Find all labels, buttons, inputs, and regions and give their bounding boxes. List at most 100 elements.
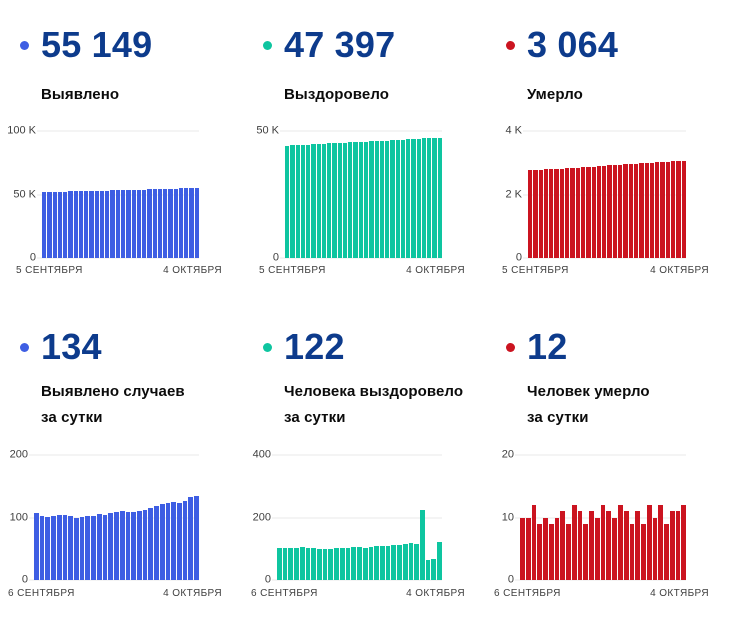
bar[interactable]: [543, 169, 549, 258]
bar[interactable]: [671, 161, 676, 258]
bar[interactable]: [649, 162, 655, 258]
bar[interactable]: [385, 140, 390, 258]
bar[interactable]: [351, 547, 357, 580]
bar[interactable]: [665, 161, 671, 258]
bar[interactable]: [120, 190, 126, 258]
bar[interactable]: [543, 517, 548, 580]
bar[interactable]: [114, 511, 119, 580]
bar[interactable]: [85, 515, 91, 580]
bar[interactable]: [285, 145, 290, 258]
bar[interactable]: [300, 144, 306, 258]
bar[interactable]: [554, 517, 560, 580]
bar[interactable]: [606, 511, 612, 580]
bar[interactable]: [639, 163, 644, 258]
bar[interactable]: [589, 511, 594, 580]
bar[interactable]: [600, 505, 606, 580]
bar[interactable]: [194, 496, 199, 580]
bar[interactable]: [171, 501, 176, 580]
bar[interactable]: [119, 511, 125, 580]
bar[interactable]: [299, 547, 305, 580]
bar[interactable]: [618, 164, 623, 258]
bar[interactable]: [294, 547, 299, 580]
bar[interactable]: [437, 137, 442, 258]
bar[interactable]: [142, 189, 147, 258]
bar[interactable]: [669, 511, 675, 580]
bar[interactable]: [102, 515, 108, 580]
bar[interactable]: [110, 190, 115, 258]
bar[interactable]: [131, 189, 136, 258]
bar[interactable]: [414, 544, 419, 580]
bar[interactable]: [125, 511, 131, 580]
bar[interactable]: [421, 138, 427, 258]
bar[interactable]: [57, 191, 63, 258]
bar[interactable]: [560, 511, 566, 580]
bar[interactable]: [184, 188, 189, 258]
bar[interactable]: [332, 143, 337, 258]
bar[interactable]: [655, 162, 660, 258]
bar[interactable]: [385, 545, 391, 580]
bar[interactable]: [348, 142, 353, 258]
bar[interactable]: [641, 523, 646, 580]
bar[interactable]: [105, 190, 110, 258]
bar[interactable]: [612, 517, 618, 580]
bar[interactable]: [658, 505, 664, 580]
bar[interactable]: [419, 509, 425, 580]
bar[interactable]: [628, 164, 633, 258]
bar[interactable]: [633, 163, 639, 258]
bar[interactable]: [538, 169, 543, 258]
bar[interactable]: [644, 163, 649, 258]
bar[interactable]: [73, 191, 78, 258]
bar[interactable]: [618, 505, 623, 580]
bar[interactable]: [165, 503, 171, 580]
bar[interactable]: [176, 503, 182, 580]
bar[interactable]: [328, 548, 334, 580]
bar[interactable]: [533, 170, 538, 258]
bar[interactable]: [94, 190, 99, 258]
bar[interactable]: [416, 138, 421, 258]
bar[interactable]: [612, 165, 618, 258]
bar[interactable]: [84, 191, 89, 258]
bar[interactable]: [583, 523, 589, 580]
bar[interactable]: [408, 543, 414, 580]
bar[interactable]: [79, 516, 85, 580]
bar[interactable]: [45, 516, 51, 580]
bar[interactable]: [391, 545, 397, 580]
bar[interactable]: [623, 511, 629, 580]
bar[interactable]: [63, 191, 68, 258]
bar[interactable]: [549, 169, 554, 258]
bar[interactable]: [594, 517, 600, 580]
bar[interactable]: [62, 515, 68, 580]
bar[interactable]: [154, 506, 159, 580]
bar[interactable]: [91, 515, 96, 580]
bar[interactable]: [189, 188, 194, 258]
bar[interactable]: [131, 511, 136, 580]
bar[interactable]: [363, 141, 369, 258]
bar[interactable]: [311, 144, 316, 258]
bar[interactable]: [39, 515, 45, 580]
bar[interactable]: [425, 560, 431, 580]
bar[interactable]: [602, 165, 607, 258]
bar[interactable]: [681, 160, 686, 258]
bar[interactable]: [96, 514, 102, 580]
bar[interactable]: [74, 517, 79, 580]
bar[interactable]: [282, 547, 288, 580]
bar[interactable]: [525, 517, 531, 580]
bar[interactable]: [395, 140, 400, 258]
bar[interactable]: [42, 192, 47, 258]
bar[interactable]: [322, 549, 328, 580]
bar[interactable]: [136, 189, 142, 258]
bar[interactable]: [358, 141, 363, 258]
bar[interactable]: [342, 142, 348, 258]
bar[interactable]: [295, 145, 300, 258]
bar[interactable]: [142, 510, 148, 580]
bar[interactable]: [99, 190, 105, 258]
bar[interactable]: [575, 167, 580, 258]
bar[interactable]: [531, 505, 537, 580]
bar[interactable]: [306, 144, 311, 258]
bar[interactable]: [108, 513, 114, 580]
bar[interactable]: [51, 515, 56, 580]
bar[interactable]: [520, 517, 525, 580]
bar[interactable]: [339, 547, 345, 580]
bar[interactable]: [173, 188, 178, 258]
bar[interactable]: [194, 187, 199, 258]
